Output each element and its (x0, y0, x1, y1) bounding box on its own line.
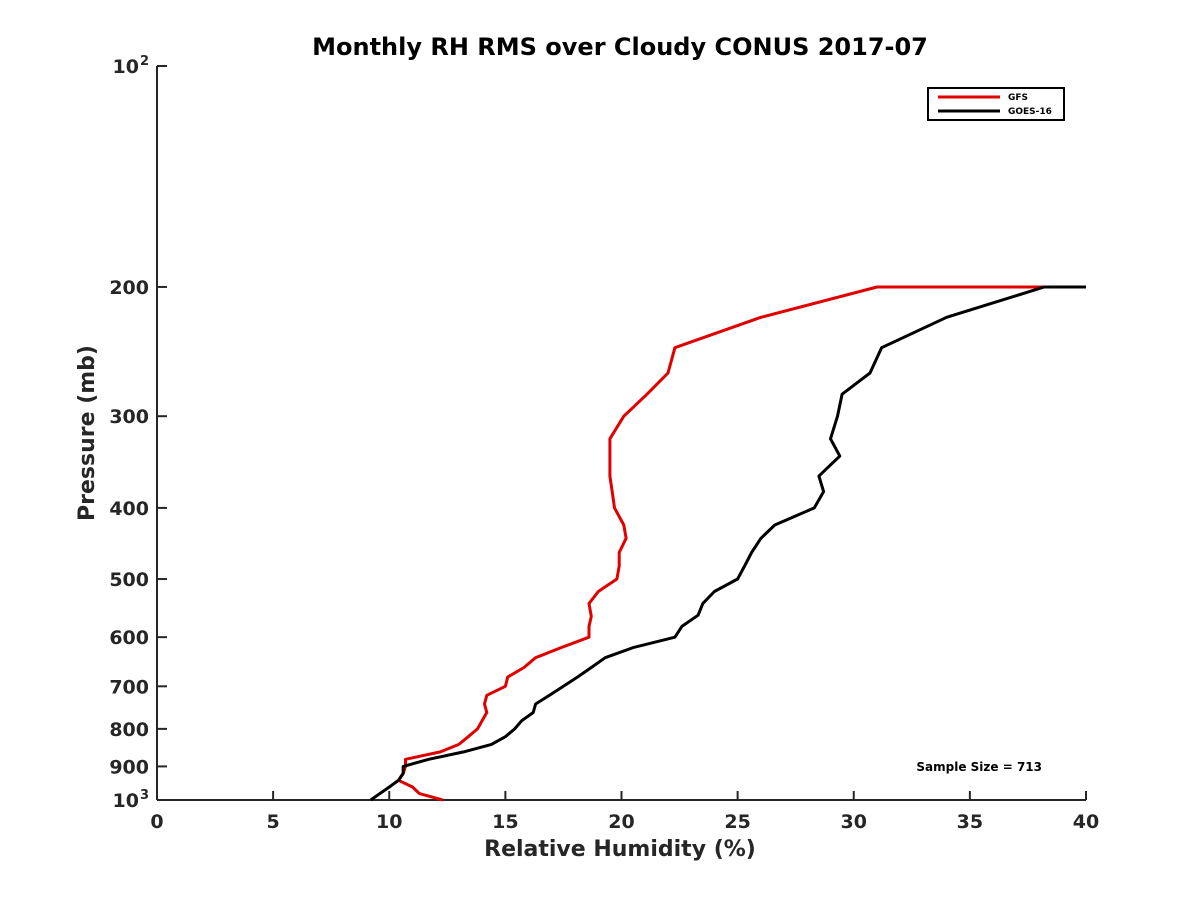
x-axis-label: Relative Humidity (%) (484, 837, 756, 862)
series-line-gfs (397, 285, 1086, 802)
legend-label: GFS (1008, 93, 1028, 103)
y-tick-label: 300 (109, 406, 149, 428)
chart-title: Monthly RH RMS over Cloudy CONUS 2017-07 (312, 33, 928, 61)
legend: GFS GOES-16 (927, 87, 1065, 121)
legend-box (927, 87, 1065, 121)
x-tick-label: 0 (150, 811, 163, 833)
y-tick-label: 700 (109, 676, 149, 698)
y-tick-label: 400 (109, 498, 149, 520)
x-tick-label: 10 (376, 811, 402, 833)
x-tick-label: 40 (1073, 811, 1099, 833)
y-tick-label: 900 (109, 756, 149, 778)
x-tick-label: 35 (957, 811, 983, 833)
y-tick-label: 200 (109, 277, 149, 299)
y-tick-label: 10 (113, 56, 139, 78)
sample-size-annotation: Sample Size = 713 (916, 760, 1042, 774)
y-tick-label: 800 (109, 719, 149, 741)
x-tick-label: 15 (492, 811, 518, 833)
series-line-goes-16 (369, 285, 1086, 802)
x-tick-label: 20 (608, 811, 634, 833)
y-tick-exponent: 2 (140, 54, 149, 69)
y-tick-label: 500 (109, 569, 149, 591)
x-tick-label: 30 (841, 811, 867, 833)
legend-label: GOES-16 (1008, 107, 1052, 117)
x-tick-label: 5 (267, 811, 280, 833)
x-tick-label: 25 (724, 811, 750, 833)
y-axis-label: Pressure (mb) (75, 345, 100, 521)
y-tick-label: 10 (113, 790, 139, 812)
y-tick-exponent: 3 (140, 788, 149, 803)
series-layer (369, 285, 1086, 802)
y-tick-label: 600 (109, 627, 149, 649)
